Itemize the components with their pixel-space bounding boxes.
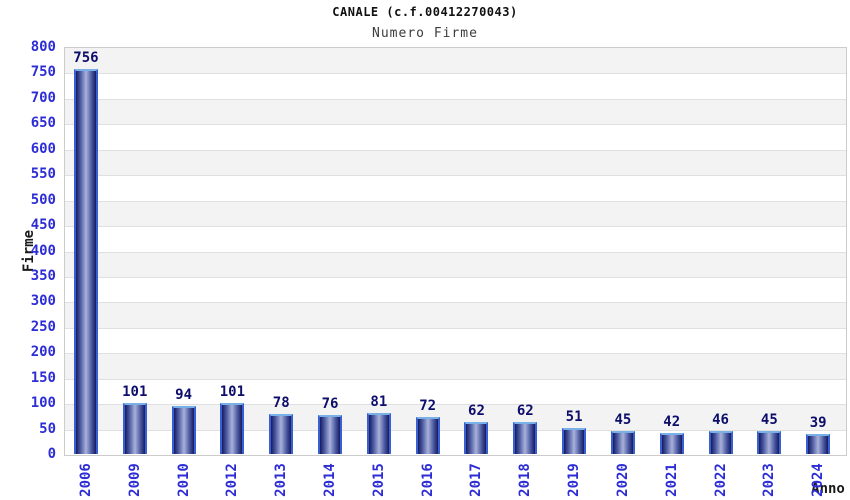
plot-band (65, 276, 846, 303)
gridline (65, 378, 846, 380)
plot-band (65, 378, 846, 405)
plot-band (65, 353, 846, 379)
y-tick-label: 150 (30, 369, 56, 386)
plot-area (64, 47, 847, 456)
bar (513, 422, 538, 454)
bar (757, 431, 782, 454)
plot-band (65, 302, 846, 328)
y-tick-label: 650 (30, 115, 56, 132)
bar (562, 428, 587, 454)
x-tick-label: 2016 (419, 463, 436, 497)
x-tick-label: 2009 (126, 463, 143, 497)
bar (708, 430, 733, 454)
gridline (65, 302, 846, 304)
bar-value-label: 101 (122, 383, 148, 400)
plot-band (65, 73, 846, 99)
bar (415, 417, 440, 454)
x-tick-label: 2014 (322, 463, 339, 497)
y-tick-label: 100 (30, 395, 56, 412)
plot-band (65, 149, 846, 176)
plot-band (65, 175, 846, 201)
gridline (65, 251, 846, 253)
y-tick-label: 800 (30, 39, 56, 55)
gridline (65, 404, 846, 406)
y-tick-label: 0 (47, 446, 56, 462)
x-tick-label: 2010 (175, 463, 192, 497)
y-tick-label: 200 (30, 344, 56, 361)
plot-band (65, 48, 846, 74)
gridline (65, 149, 846, 151)
bar-value-label: 51 (565, 409, 583, 426)
gridline (65, 276, 846, 278)
gridline (65, 429, 846, 431)
gridline (65, 73, 846, 75)
bar-value-label: 81 (370, 393, 388, 410)
gridline (65, 200, 846, 202)
bar-value-label: 62 (468, 403, 485, 420)
y-tick-label: 600 (30, 140, 56, 157)
plot-band (65, 124, 846, 150)
bar-value-label: 72 (419, 398, 437, 415)
bar (366, 412, 391, 454)
gridline (65, 98, 846, 100)
bar (171, 406, 196, 454)
bar (659, 432, 684, 454)
x-tick-label: 2006 (77, 463, 94, 497)
gridline (65, 327, 846, 329)
bar-value-label: 76 (321, 396, 339, 413)
x-tick-label: 2024 (810, 463, 827, 497)
bar-value-label: 62 (516, 403, 534, 420)
bar (464, 422, 489, 454)
gridline (65, 226, 846, 228)
y-tick-label: 350 (30, 267, 56, 284)
bar-value-label: 46 (712, 411, 729, 428)
x-tick-label: 2022 (712, 463, 729, 497)
x-tick-label: 2018 (517, 463, 534, 497)
gridline (65, 175, 846, 177)
bar (122, 402, 147, 454)
bar-value-label: 39 (809, 415, 827, 432)
y-tick-label: 700 (30, 89, 56, 106)
bar (806, 434, 831, 454)
x-tick-label: 2019 (566, 463, 583, 497)
chart-title: CANALE (c.f.00412270043) (332, 5, 518, 19)
bar (220, 402, 245, 454)
gridline (65, 124, 846, 126)
bar-value-label: 78 (272, 395, 290, 412)
y-tick-label: 450 (30, 217, 56, 234)
bar-value-label: 45 (760, 412, 778, 429)
y-tick-label: 550 (30, 166, 56, 183)
x-tick-label: 2020 (614, 463, 631, 497)
y-tick-label: 300 (30, 293, 56, 310)
x-tick-label: 2021 (663, 463, 680, 497)
bar (269, 414, 294, 454)
plot-band (65, 200, 846, 227)
x-tick-label: 2012 (224, 463, 241, 497)
y-tick-label: 750 (30, 64, 56, 81)
chart-subtitle: Numero Firme (372, 26, 478, 41)
gridline (65, 353, 846, 355)
y-tick-label: 250 (30, 318, 56, 335)
y-tick-label: 400 (30, 242, 56, 259)
plot-band (65, 327, 846, 354)
y-tick-label: 500 (30, 191, 56, 208)
plot-band (65, 226, 846, 252)
bar (318, 415, 343, 454)
x-tick-label: 2023 (761, 463, 778, 497)
bar-value-label: 45 (614, 412, 632, 429)
x-tick-label: 2017 (468, 463, 485, 497)
bar (73, 69, 98, 454)
bar-value-label: 756 (73, 50, 99, 67)
bar-value-label: 94 (175, 387, 192, 404)
y-tick-label: 50 (39, 420, 56, 437)
x-axis-title: Anno (811, 481, 845, 497)
plot-band (65, 251, 846, 277)
x-tick-label: 2015 (370, 463, 387, 497)
x-tick-label: 2013 (273, 463, 290, 497)
bar-value-label: 42 (663, 413, 681, 430)
bar-value-label: 101 (219, 383, 246, 400)
plot-band (65, 98, 846, 125)
bar (610, 431, 635, 454)
